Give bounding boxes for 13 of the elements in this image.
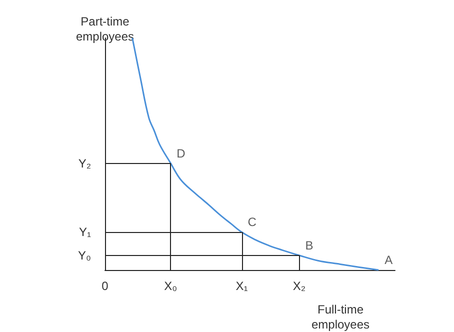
annotation: D <box>176 146 186 160</box>
y-axis-title: Part-time employees <box>76 14 134 44</box>
annotation: A <box>384 253 393 267</box>
annotation: B <box>305 238 314 252</box>
annotation: C <box>248 215 257 230</box>
x-tick-label: 0 <box>102 279 109 293</box>
ref-line-label: Y₀ <box>78 248 92 262</box>
x-tick-label: X₀ <box>164 279 178 293</box>
ref-line-label: Y₁ <box>78 225 91 240</box>
x-tick-label: X₁ <box>236 279 248 293</box>
x-tick-label: X₂ <box>292 279 306 293</box>
ref-line-label: Y₂ <box>78 156 92 170</box>
x-axis-title: Full-time employees <box>311 302 370 332</box>
